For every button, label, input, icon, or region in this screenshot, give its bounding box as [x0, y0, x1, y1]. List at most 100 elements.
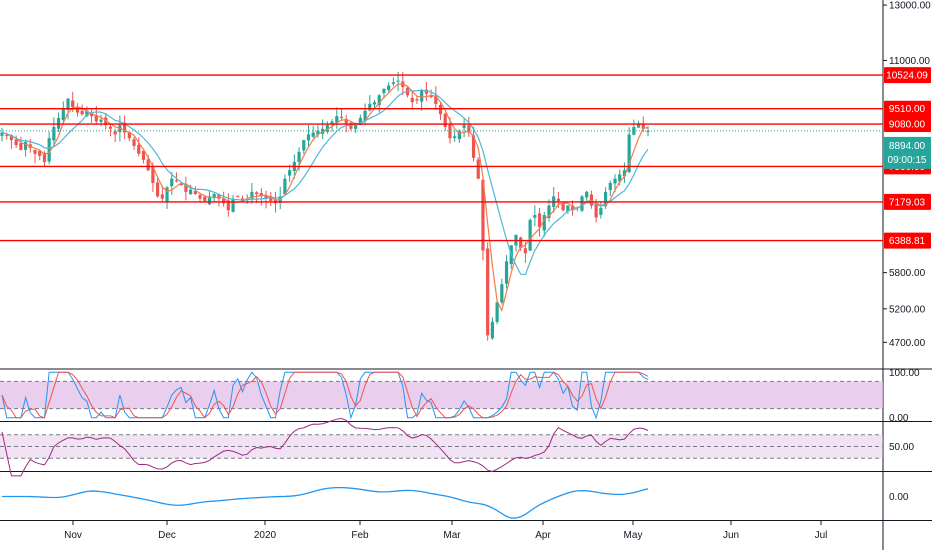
- candle-body: [127, 132, 131, 139]
- level-label-bg: [884, 67, 931, 84]
- candle-body: [387, 85, 391, 91]
- candle-body: [396, 80, 400, 82]
- candle-body: [599, 207, 603, 215]
- candle-body: [325, 125, 329, 132]
- price-tick-label: 4700.00: [889, 338, 926, 349]
- candle-body: [52, 126, 56, 141]
- price-tick-label: 13000.00: [889, 1, 931, 12]
- candle-body: [471, 135, 476, 158]
- level-label: 6388.81: [889, 236, 926, 247]
- candle-body: [80, 110, 84, 115]
- candle-body: [0, 132, 4, 136]
- level-label: 10524.09: [886, 71, 928, 82]
- stoch-band: [0, 381, 883, 409]
- candle-body: [207, 196, 212, 205]
- candle-body: [99, 119, 103, 122]
- candle-body: [354, 125, 358, 129]
- price-tick-label: 11000.00: [889, 56, 930, 67]
- time-tick-label: Nov: [64, 530, 82, 541]
- osc-line: [2, 486, 649, 519]
- candle-body: [622, 170, 627, 177]
- candle-body: [627, 134, 631, 173]
- time-tick-label: Dec: [158, 530, 176, 541]
- rsi-line: [1, 417, 649, 477]
- candle-body: [486, 248, 490, 336]
- candle-body: [311, 132, 315, 137]
- candle-body: [570, 205, 575, 211]
- candle-body: [358, 117, 362, 126]
- candle-body: [618, 174, 622, 182]
- candle-body: [170, 178, 174, 187]
- candle-body: [38, 150, 42, 156]
- candle-body: [56, 117, 61, 129]
- candle-body: [19, 143, 23, 150]
- candle-body: [198, 195, 202, 199]
- osc-tick-label: 0.00: [889, 492, 909, 503]
- time-tick-label: Feb: [351, 530, 369, 541]
- candle-body: [23, 142, 28, 150]
- candle-body: [443, 113, 447, 127]
- candle-body: [231, 198, 235, 212]
- candle-body: [335, 116, 339, 123]
- candle-body: [137, 144, 141, 154]
- candle-body: [349, 122, 353, 129]
- candle-body: [269, 196, 273, 201]
- candle-body: [504, 261, 509, 284]
- candle-body: [217, 194, 221, 199]
- level-label: 7179.03: [889, 197, 926, 208]
- candle-body: [339, 116, 344, 118]
- candle-body: [89, 113, 94, 117]
- stoch-d-line: [1, 371, 649, 419]
- candle-body: [528, 219, 532, 251]
- candle-body: [203, 196, 207, 201]
- candle-body: [132, 139, 136, 146]
- candle-body: [344, 118, 348, 124]
- candle-body: [410, 97, 414, 103]
- candle-body: [523, 248, 528, 254]
- candle-body: [75, 109, 80, 113]
- candle-body: [519, 237, 523, 248]
- candle-body: [415, 99, 419, 101]
- candle-body: [61, 109, 65, 121]
- level-label-bg: [884, 116, 931, 133]
- candle-body: [174, 180, 179, 182]
- candle-body: [500, 284, 504, 303]
- candle-body: [424, 89, 428, 94]
- candle-body: [226, 200, 230, 211]
- ma-slow-line: [1, 89, 649, 276]
- candle-body: [585, 191, 589, 198]
- level-label-bg: [884, 193, 931, 210]
- candle-body: [14, 139, 18, 146]
- time-tick-label: 2020: [254, 530, 277, 541]
- candle-body: [391, 82, 395, 84]
- rsi-tick-label: 50.00: [889, 442, 914, 453]
- candle-body: [448, 124, 452, 139]
- candle-body: [160, 194, 164, 199]
- candle-body: [94, 115, 98, 122]
- stoch-tick-label: 100.00: [889, 368, 920, 379]
- candle-body: [113, 131, 117, 135]
- candle-body: [613, 178, 617, 184]
- candle-body: [222, 198, 226, 204]
- candle-body: [330, 121, 334, 125]
- candle-body: [641, 123, 645, 129]
- time-tick-label: Mar: [443, 530, 461, 541]
- candle-body: [236, 196, 240, 198]
- price-tick-label: 5800.00: [889, 268, 926, 279]
- level-label: 9510.00: [889, 104, 926, 115]
- candle-body: [542, 215, 546, 231]
- current-price-label: 8894.00: [889, 141, 926, 152]
- candle-body: [71, 100, 75, 108]
- stoch-tick-label: 0.00: [889, 413, 909, 424]
- candle-body: [434, 95, 438, 104]
- candle-body: [547, 205, 551, 218]
- candle-body: [377, 95, 381, 106]
- countdown-label: 09:00:15: [888, 155, 927, 166]
- current-price-badge: [884, 136, 931, 169]
- candle-body: [594, 203, 598, 218]
- candle-body: [193, 191, 197, 195]
- candle-body: [156, 182, 160, 197]
- time-tick-label: Jun: [723, 530, 739, 541]
